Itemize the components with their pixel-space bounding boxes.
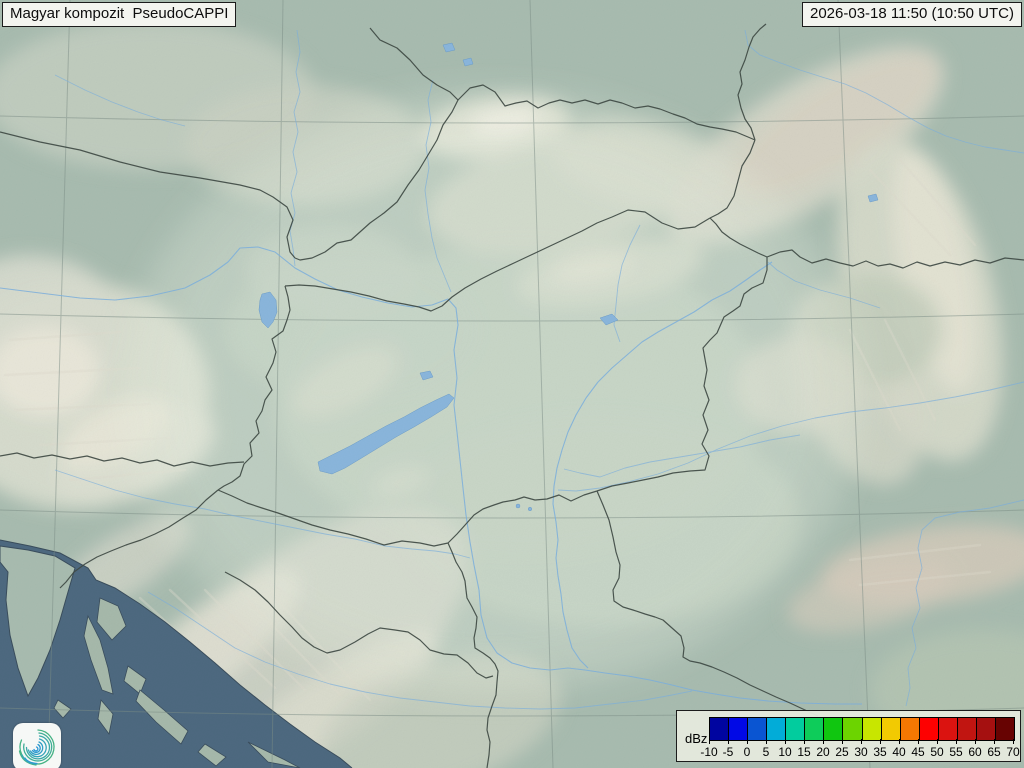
legend-color-cell (938, 718, 958, 740)
legend-color-cell (919, 718, 939, 740)
legend-tick-label: 5 (762, 745, 770, 759)
legend-tick-label: 35 (873, 745, 887, 759)
legend-tick-mark (709, 739, 710, 744)
legend-tick-mark (766, 739, 767, 744)
legend-tick-mark (918, 739, 919, 744)
legend-color-cell (824, 718, 844, 740)
legend-color-cell (862, 718, 882, 740)
legend-color-cell (843, 718, 863, 740)
legend-tick-mark (747, 739, 748, 744)
legend-tick-label: 40 (892, 745, 906, 759)
legend-tick-label: 10 (778, 745, 792, 759)
legend-color-cell (786, 718, 806, 740)
legend-color-cell (976, 718, 996, 740)
legend-tick-mark (994, 739, 995, 744)
legend-tick-label: 60 (968, 745, 982, 759)
legend-tick-mark (975, 739, 976, 744)
legend-tick-mark (804, 739, 805, 744)
legend-tick-label: 25 (835, 745, 849, 759)
legend-tick-mark (899, 739, 900, 744)
legend-tick-label: 50 (930, 745, 944, 759)
legend-tick-mark (861, 739, 862, 744)
legend-color-cell (767, 718, 787, 740)
legend-tick-label: -10 (700, 745, 718, 759)
legend-tick-mark (956, 739, 957, 744)
legend-color-cell (995, 718, 1014, 740)
legend-tick-mark (728, 739, 729, 744)
legend-color-cell (900, 718, 920, 740)
legend-tick-mark (823, 739, 824, 744)
legend-tick-label: -5 (722, 745, 734, 759)
legend-tick-label: 65 (987, 745, 1001, 759)
legend-tick-label: 0 (743, 745, 751, 759)
legend-unit-label: dBz (685, 731, 708, 746)
product-title: Magyar kompozit PseudoCAPPI (2, 2, 237, 27)
legend-color-cell (881, 718, 901, 740)
legend-tick-label: 55 (949, 745, 963, 759)
legend-colorbar (709, 717, 1015, 741)
legend-tick-label: 15 (797, 745, 811, 759)
legend-tick-mark (785, 739, 786, 744)
legend-tick-mark (842, 739, 843, 744)
legend-color-cell (748, 718, 768, 740)
met-service-logo (13, 723, 61, 768)
legend-color-cell (729, 718, 749, 740)
spiral-swirl-icon (18, 729, 55, 766)
legend-tick-mark (880, 739, 881, 744)
reflectivity-legend: dBz -10 -5 0 5 10 15 20 25 30 35 40 45 50 55 60 65 70 (676, 710, 1021, 762)
legend-color-cell (805, 718, 825, 740)
legend-color-cell (957, 718, 977, 740)
legend-tick-label: 20 (816, 745, 830, 759)
legend-color-cell (710, 718, 730, 740)
legend-tick-label: 45 (911, 745, 925, 759)
legend-tick-label: 70 (1006, 745, 1020, 759)
timestamp-label: 2026-03-18 11:50 (10:50 UTC) (801, 2, 1022, 27)
legend-tick-mark (1013, 739, 1014, 744)
legend-tick-mark (937, 739, 938, 744)
legend-tick-label: 30 (854, 745, 868, 759)
